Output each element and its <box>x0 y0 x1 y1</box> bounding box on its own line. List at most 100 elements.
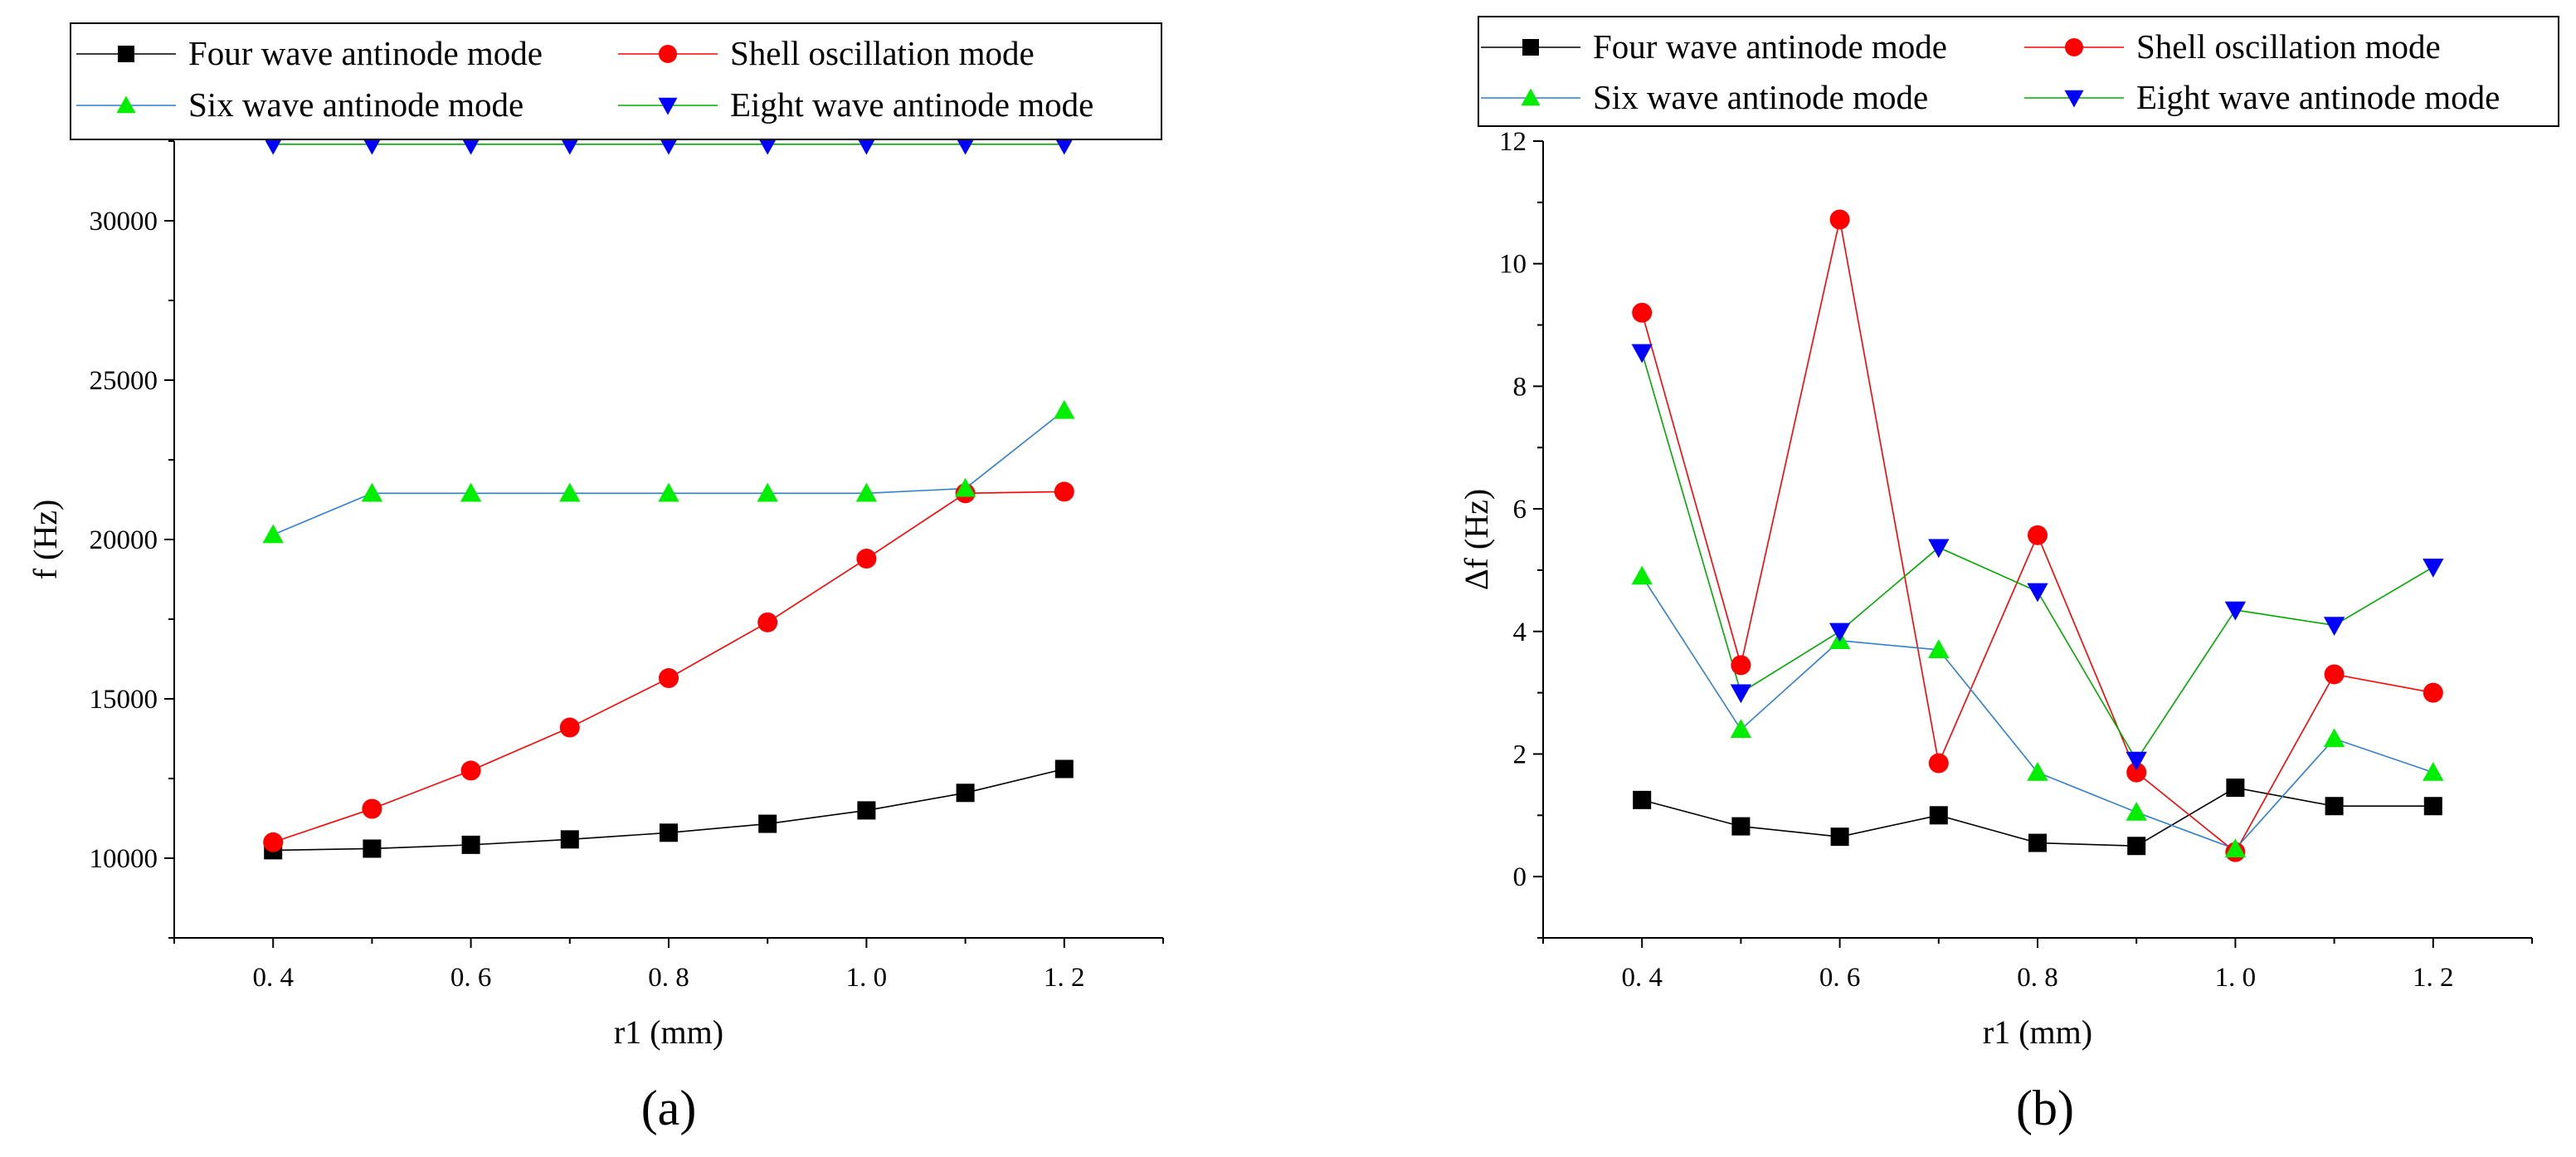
data-point-series-1 <box>659 668 679 688</box>
data-point-series-2 <box>757 483 778 502</box>
y-axis-title: Δf (Hz) <box>1458 489 1495 590</box>
data-point-series-0 <box>2226 779 2244 797</box>
data-point-series-1 <box>1830 210 1850 230</box>
data-point-series-2 <box>658 483 679 502</box>
x-tick-label: 0. 6 <box>450 963 492 993</box>
data-point-series-2 <box>2423 762 2443 781</box>
data-point-series-1 <box>856 549 876 569</box>
data-point-series-1 <box>263 832 283 852</box>
y-tick-label: 15000 <box>90 685 158 715</box>
data-point-series-2 <box>559 483 580 502</box>
legend: Four wave antinode mode Shell oscillation… <box>71 23 1161 139</box>
series-line-3 <box>1642 353 2433 760</box>
legend-marker <box>118 46 134 62</box>
series-line-2 <box>273 410 1064 535</box>
data-point-series-3 <box>1829 623 1850 642</box>
data-point-series-1 <box>461 760 481 780</box>
data-point-series-2 <box>263 525 284 544</box>
y-tick-label: 12 <box>1499 127 1527 157</box>
data-point-series-1 <box>2325 664 2345 684</box>
x-tick-label: 0. 4 <box>252 963 294 993</box>
figure: 10000 15000 20000 25000 30000 0. 4 0. 6 0. 8 1. … <box>0 0 2576 1157</box>
data-point-series-2 <box>1731 719 1751 738</box>
x-tick-label: 0. 6 <box>1819 963 1861 993</box>
data-point-series-0 <box>957 784 975 802</box>
data-point-series-3 <box>1632 344 1653 364</box>
data-point-series-3 <box>1731 684 1751 703</box>
panel-caption: (b) <box>2016 1081 2074 1135</box>
data-point-series-1 <box>362 798 382 818</box>
legend-label: Six wave antinode mode <box>1593 78 1928 116</box>
data-point-series-1 <box>2028 525 2048 545</box>
data-point-series-0 <box>1055 759 1074 778</box>
y-tick-label: 10000 <box>90 844 158 874</box>
x-axis-title: r1 (mm) <box>1983 1013 2092 1051</box>
data-point-series-1 <box>1929 754 1949 774</box>
series-line-2 <box>1642 576 2433 849</box>
data-point-series-2 <box>1632 566 1653 585</box>
x-tick-label: 0. 4 <box>1621 963 1663 993</box>
data-point-series-0 <box>1633 791 1651 809</box>
legend-marker <box>1522 39 1539 56</box>
y-axis-title: f (Hz) <box>27 500 64 580</box>
legend-label: Eight wave antinode mode <box>2136 78 2500 116</box>
legend-marker <box>2065 38 2083 56</box>
x-tick-label: 1. 0 <box>2215 963 2257 993</box>
chart-panel-b: 0 2 4 6 8 10 12 0. 4 0. 6 0. 8 1. 0 1. 2 r1 (mm) Δf (… <box>1458 17 2559 1135</box>
legend-marker <box>659 45 677 63</box>
y-tick-label: 25000 <box>90 366 158 396</box>
data-point-series-3 <box>2324 617 2345 636</box>
x-axis-title: r1 (mm) <box>614 1013 723 1051</box>
legend-label: Eight wave antinode mode <box>730 85 1093 124</box>
y-tick-label: 8 <box>1513 372 1527 402</box>
legend-label: Four wave antinode mode <box>1593 27 1947 66</box>
data-point-series-0 <box>2325 797 2344 815</box>
data-point-series-0 <box>660 823 678 842</box>
data-point-series-0 <box>2424 797 2442 815</box>
data-point-series-0 <box>758 815 777 833</box>
data-point-series-3 <box>1928 539 1949 558</box>
legend-label: Shell oscillation mode <box>2136 27 2441 66</box>
data-point-series-2 <box>2126 802 2147 821</box>
data-point-series-0 <box>363 839 381 857</box>
panel-caption: (a) <box>641 1081 697 1135</box>
data-point-series-3 <box>2423 559 2443 578</box>
data-point-series-3 <box>2027 583 2048 603</box>
x-tick-label: 1. 2 <box>2413 963 2454 993</box>
data-point-series-2 <box>2324 728 2345 747</box>
y-tick-label: 4 <box>1513 618 1527 647</box>
x-tick-label: 0. 8 <box>648 963 689 993</box>
series-line-1 <box>273 491 1064 842</box>
data-point-series-0 <box>2028 834 2047 852</box>
data-point-series-2 <box>1054 400 1074 419</box>
data-point-series-1 <box>757 613 777 632</box>
data-point-series-2 <box>2027 762 2048 781</box>
data-point-series-0 <box>1831 827 1849 846</box>
data-point-series-1 <box>1731 655 1751 675</box>
y-tick-label: 10 <box>1499 250 1527 280</box>
data-point-series-1 <box>1632 303 1652 323</box>
data-point-series-0 <box>462 836 480 854</box>
x-tick-label: 1. 2 <box>1044 963 1085 993</box>
chart-panel-a: 10000 15000 20000 25000 30000 0. 4 0. 6 0. 8 1. … <box>27 23 1163 1135</box>
legend: Four wave antinode mode Shell oscillation… <box>1478 17 2559 126</box>
data-point-series-0 <box>1930 806 1948 824</box>
data-point-series-0 <box>857 801 875 819</box>
x-tick-label: 1. 0 <box>846 963 888 993</box>
legend-label: Shell oscillation mode <box>730 34 1035 72</box>
data-point-series-2 <box>460 483 481 502</box>
data-point-series-1 <box>2423 683 2443 703</box>
data-point-series-1 <box>560 718 580 738</box>
y-tick-label: 6 <box>1513 495 1527 525</box>
data-point-series-0 <box>2127 837 2145 855</box>
legend-label: Four wave antinode mode <box>188 34 543 72</box>
y-tick-label: 30000 <box>90 207 158 237</box>
data-point-series-2 <box>362 483 382 502</box>
data-point-series-2 <box>856 483 877 502</box>
legend-label: Six wave antinode mode <box>188 85 523 124</box>
data-point-series-0 <box>561 830 579 848</box>
data-point-series-1 <box>1054 481 1074 501</box>
x-tick-label: 0. 8 <box>2017 963 2058 993</box>
y-tick-label: 0 <box>1513 862 1527 892</box>
y-tick-label: 20000 <box>90 525 158 555</box>
